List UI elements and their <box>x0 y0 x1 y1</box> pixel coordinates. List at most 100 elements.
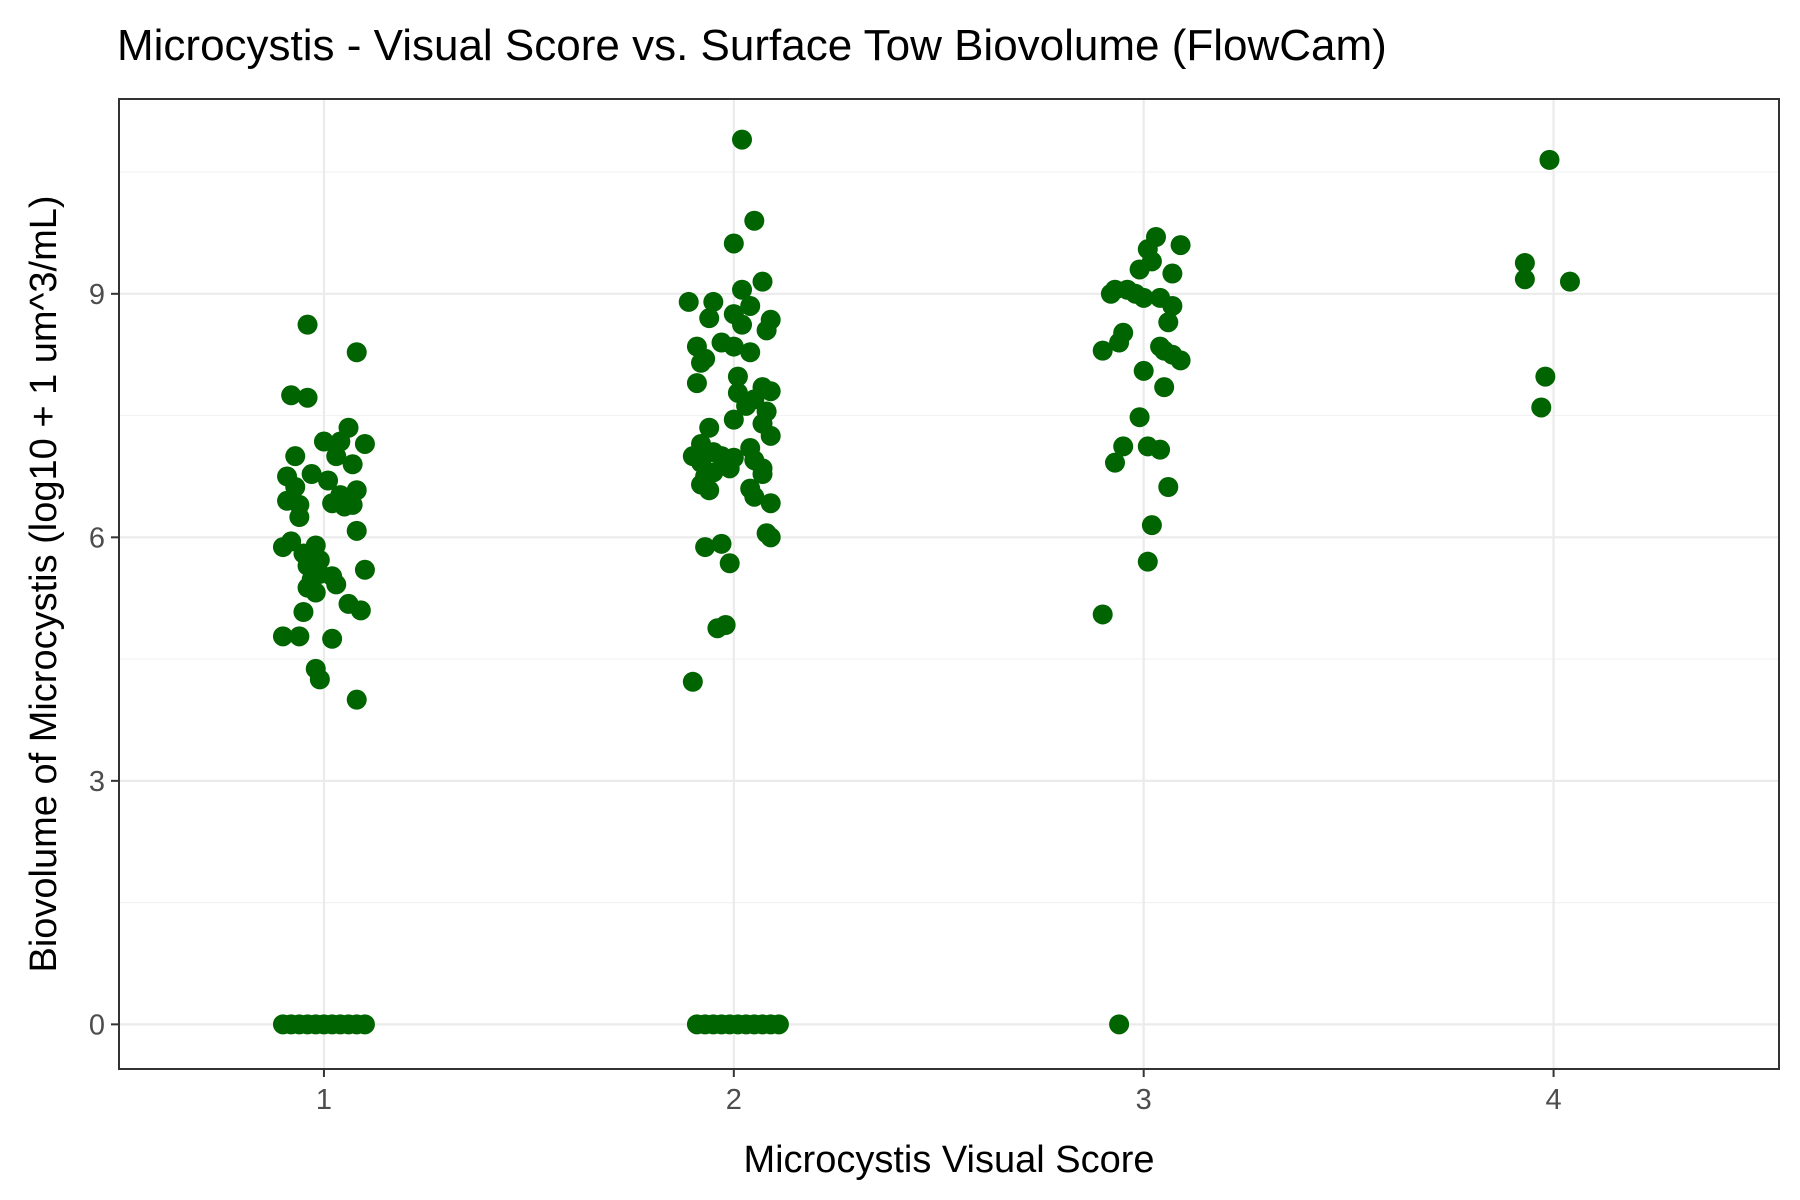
data-points <box>272 129 1580 1035</box>
data-point <box>723 336 744 357</box>
data-point <box>322 628 343 649</box>
data-point <box>326 574 347 595</box>
y-tick-label: 0 <box>89 1009 105 1041</box>
data-point <box>686 373 707 394</box>
y-axis-title: Biovolume of Microcystis (log10 + 1 um^3… <box>23 195 65 972</box>
data-point <box>1158 477 1179 497</box>
data-point <box>1170 235 1191 256</box>
data-point <box>1531 397 1552 418</box>
data-point <box>1092 340 1113 361</box>
x-tick-label: 2 <box>726 1084 742 1116</box>
data-point <box>732 314 753 335</box>
chart-title: Microcystis - Visual Score vs. Surface T… <box>117 21 1387 70</box>
data-point <box>1559 271 1580 292</box>
data-point <box>289 626 310 647</box>
data-point <box>760 527 781 548</box>
data-point <box>305 582 326 603</box>
data-point <box>272 537 293 558</box>
data-point <box>1129 259 1150 280</box>
data-point <box>354 559 375 580</box>
data-point <box>1133 287 1154 308</box>
y-tick-label: 3 <box>89 766 105 798</box>
data-point <box>695 537 716 558</box>
data-point <box>1170 350 1191 371</box>
data-point <box>1154 377 1175 398</box>
data-point <box>1133 360 1154 381</box>
x-tick-label: 1 <box>316 1084 332 1116</box>
data-point <box>318 470 339 491</box>
data-point <box>1150 439 1171 460</box>
data-point <box>699 480 720 501</box>
data-point <box>1514 269 1535 290</box>
data-point <box>732 129 753 150</box>
data-point <box>760 425 781 446</box>
data-point <box>342 454 363 475</box>
x-tick-label: 3 <box>1136 1084 1152 1116</box>
data-point <box>744 486 765 507</box>
data-point <box>354 433 375 454</box>
data-point <box>752 464 773 485</box>
data-point <box>691 352 712 373</box>
data-point <box>1129 407 1150 428</box>
data-point <box>682 671 703 692</box>
data-point <box>703 291 724 312</box>
data-point <box>1109 332 1130 353</box>
data-point <box>732 279 753 300</box>
data-point <box>760 381 781 402</box>
data-point <box>293 602 314 623</box>
plot-panel-border <box>118 98 1780 1070</box>
data-point <box>281 385 302 406</box>
data-point <box>1137 551 1158 572</box>
data-point <box>309 669 330 690</box>
data-point <box>723 233 744 254</box>
data-point <box>313 431 334 452</box>
data-point <box>707 618 728 639</box>
data-point <box>1535 366 1556 387</box>
data-point <box>723 409 744 430</box>
x-axis: 1 2 3 4 <box>316 1069 1562 1116</box>
data-point <box>1141 515 1162 536</box>
data-point <box>289 507 310 528</box>
data-point <box>719 553 740 574</box>
data-point <box>326 446 347 467</box>
data-point <box>740 295 761 316</box>
data-point <box>768 1014 789 1035</box>
data-point <box>1092 604 1113 625</box>
data-point <box>1162 295 1183 316</box>
y-tick-label: 6 <box>89 522 105 554</box>
data-point <box>744 210 765 231</box>
data-point <box>297 314 318 335</box>
data-point <box>752 271 773 292</box>
data-point <box>1539 149 1560 170</box>
data-point <box>699 308 720 329</box>
data-point <box>736 395 757 416</box>
x-tick-label: 4 <box>1545 1084 1561 1116</box>
grid-lines <box>119 99 1779 1069</box>
data-point <box>346 689 367 710</box>
data-point <box>297 387 318 408</box>
data-point <box>301 464 322 485</box>
data-point <box>346 342 367 363</box>
data-point <box>346 520 367 541</box>
data-point <box>740 342 761 363</box>
data-point <box>354 1014 375 1035</box>
data-point <box>1158 312 1179 333</box>
y-axis: 0 3 6 9 <box>89 279 119 1041</box>
data-point <box>678 291 699 312</box>
data-point <box>719 458 740 479</box>
data-point <box>1514 252 1535 273</box>
data-point <box>760 493 781 514</box>
x-axis-title: Microcystis Visual Score <box>743 1139 1154 1181</box>
data-point <box>272 626 293 647</box>
data-point <box>727 366 748 387</box>
data-point <box>756 320 777 341</box>
data-point <box>699 417 720 438</box>
data-point <box>285 446 306 467</box>
data-point <box>1113 436 1134 457</box>
data-point <box>334 496 355 517</box>
data-point <box>711 533 732 554</box>
data-point <box>1105 452 1125 473</box>
data-point <box>1162 263 1183 284</box>
y-tick-label: 9 <box>89 279 105 311</box>
